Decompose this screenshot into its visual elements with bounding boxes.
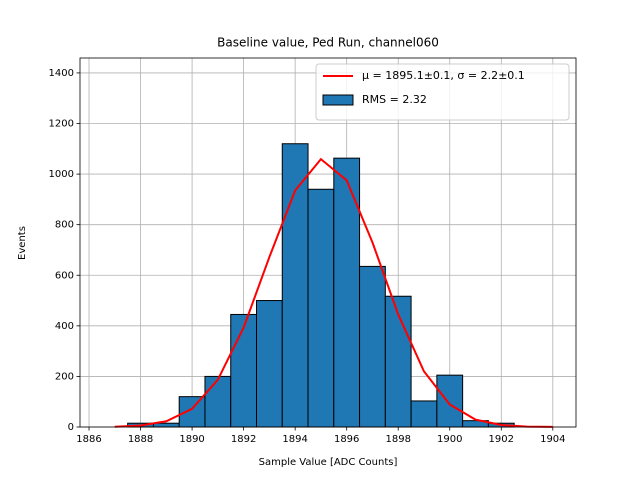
legend-box (315, 63, 570, 121)
legend: μ = 1895.1±0.1, σ = 2.2±0.1 RMS = 2.32 (315, 63, 570, 121)
y-tick-label: 0 (68, 422, 74, 433)
x-tick-label: 1902 (489, 434, 514, 445)
y-tick-label: 1000 (49, 169, 74, 180)
histogram-bar (255, 300, 283, 428)
histogram-bar (230, 313, 257, 428)
x-tick-label: 1894 (282, 434, 307, 445)
histogram-bar (307, 188, 335, 428)
histogram-bar (333, 157, 361, 428)
x-tick-label: 1896 (334, 434, 359, 445)
x-tick-label: 1898 (385, 434, 410, 445)
x-tick-label: 1892 (231, 434, 256, 445)
y-tick-label: 1400 (49, 68, 74, 79)
x-tick-label: 1886 (76, 434, 101, 445)
histogram-bar (384, 295, 412, 428)
plot-frame (79, 57, 577, 428)
legend-swatch (322, 94, 354, 106)
fit-line (114, 157, 553, 428)
y-tick-label: 600 (55, 270, 74, 281)
histogram-bar (178, 396, 206, 428)
histogram-bar (436, 374, 464, 428)
x-tick-label: 1904 (540, 434, 565, 445)
y-tick-label: 400 (55, 321, 74, 332)
histogram-bar (359, 265, 386, 428)
histogram-bar (410, 400, 438, 428)
x-tick-label: 1888 (128, 434, 153, 445)
x-tick-label: 1900 (437, 434, 462, 445)
chart-title: Baseline value, Ped Run, channel060 (217, 36, 439, 50)
y-tick-label: 800 (55, 220, 74, 231)
y-tick-label: 1200 (49, 119, 74, 130)
histogram-bar (152, 422, 180, 428)
y-axis-label: Events (17, 226, 28, 260)
x-axis-label: Sample Value [ADC Counts] (259, 457, 398, 468)
y-tick-label: 200 (55, 371, 74, 382)
x-tick-label: 1890 (179, 434, 204, 445)
legend-label: μ = 1895.1±0.1, σ = 2.2±0.1 (362, 69, 525, 82)
histogram-bar (204, 375, 232, 428)
legend-label: RMS = 2.32 (362, 93, 427, 106)
histogram-bar (281, 143, 309, 428)
